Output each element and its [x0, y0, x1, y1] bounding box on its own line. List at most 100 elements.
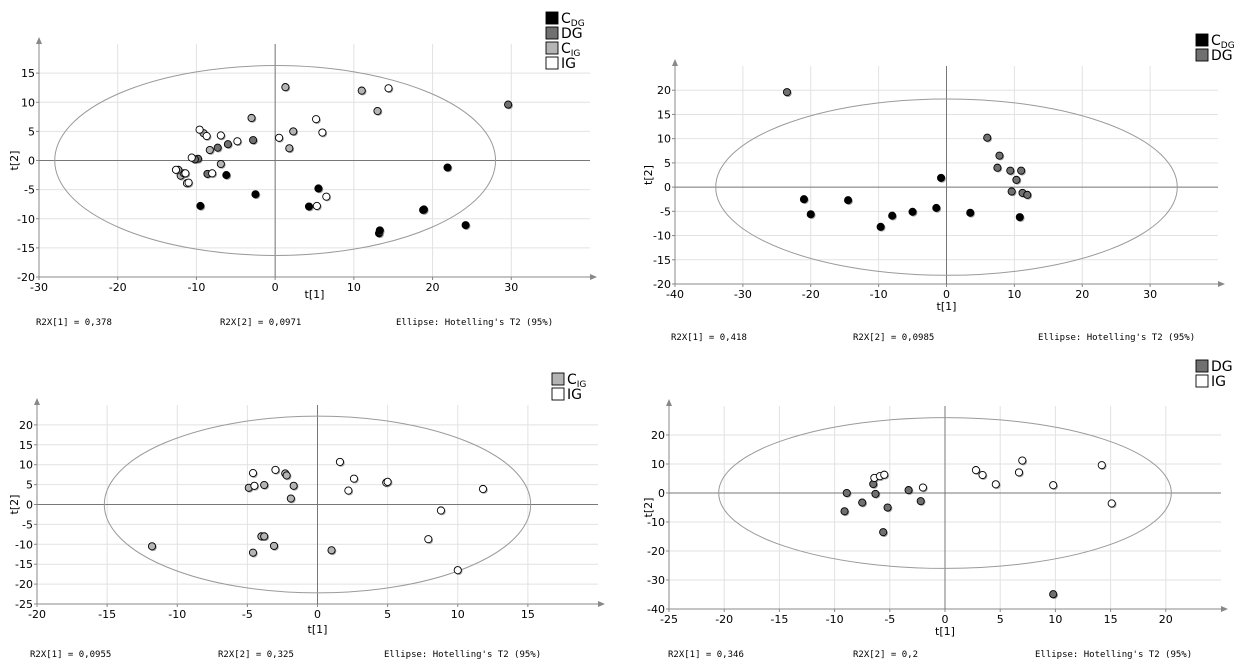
y-tick-label: 10 [21, 96, 35, 109]
data-point-dg [1023, 190, 1032, 199]
data-point-ig [312, 201, 321, 210]
y-tick-label: -30 [647, 574, 665, 587]
y-tick-label: 15 [19, 439, 33, 452]
legend-swatch [551, 372, 565, 386]
data-point-ig [202, 131, 211, 141]
hotelling-ellipse [103, 415, 532, 594]
data-point-c-ig [260, 532, 269, 541]
x-tick-label: -25 [660, 613, 678, 626]
legend-swatch [551, 387, 565, 401]
data-point-dg [904, 486, 913, 495]
axes: -40 -30 -20 -10 0 10 20 30 -20 -15 -10 -5 0 5 10 15 20 [653, 59, 1225, 301]
data-point-dg [1017, 166, 1026, 175]
data-point-ig [248, 469, 258, 478]
r2x2-label: R2X[2] = 0,0971 [220, 318, 301, 328]
data-point-c-ig [260, 480, 269, 490]
data-point-dg [1049, 590, 1058, 599]
y-tick-label: -10 [15, 538, 33, 551]
y-axis-label: t[2] [642, 165, 655, 185]
data-point-dg [213, 143, 222, 152]
ellipse-label: Ellipse: Hotelling's T2 (95%) [384, 650, 541, 660]
y-tick-label: 5 [28, 125, 35, 138]
y-tick-label: -40 [647, 603, 665, 616]
y-tick-label: -15 [653, 254, 671, 267]
legend-swatch [1195, 33, 1209, 47]
data-point-ig [918, 483, 927, 492]
data-point-ig [1014, 468, 1024, 477]
data-point-c-ig [357, 86, 366, 95]
data-point-ig [181, 169, 190, 178]
data-point-ig [478, 484, 488, 494]
data-point-dg [871, 489, 880, 498]
data-point-c-dg [876, 222, 885, 231]
data-point-c-dg [806, 210, 815, 219]
data-point-ig [271, 465, 280, 474]
x-tick-label: 20 [426, 281, 440, 294]
x-axis-arrow [590, 274, 597, 280]
data-point-c-ig [269, 541, 279, 550]
x-tick-label: -20 [28, 608, 46, 621]
y-tick-label: 15 [657, 108, 671, 121]
data-point-c-dg [844, 196, 853, 205]
y-tick-label: -20 [647, 545, 665, 558]
scatter-plot-1: -30 -20 -10 0 10 20 30-20-15-10-5051015t[1]t[2… [8, 11, 597, 328]
data-point-c-dg [196, 201, 205, 210]
legend-label: CDG [561, 11, 585, 29]
data-point-dg [223, 140, 232, 149]
legend-swatch [1195, 359, 1209, 373]
x-tick-label: 20 [1075, 288, 1089, 301]
y-tick-label: -5 [22, 518, 33, 531]
data-point-ig [335, 457, 344, 466]
y-tick-label: -5 [660, 205, 671, 218]
x-tick-label: -15 [770, 613, 788, 626]
data-point-c-dg [799, 195, 809, 204]
x-tick-label: 0 [272, 281, 279, 294]
ellipse-label: Ellipse: Hotelling's T2 (95%) [1038, 333, 1195, 343]
data-point-dg [983, 133, 992, 142]
y-axis-label: t[2] [8, 495, 21, 515]
y-tick-label: 15 [21, 67, 35, 80]
data-point-ig [1018, 456, 1027, 465]
scatter-plot-3: -20 -15 -10 -5 0 5 10 15-25-20-15-10-505101520t… [8, 372, 605, 660]
y-tick-label: -10 [17, 213, 35, 226]
data-point-dg [840, 507, 849, 516]
y-tick-label: 10 [651, 458, 665, 471]
y-tick-label: 0 [664, 181, 671, 194]
y-tick-label: 0 [26, 499, 33, 512]
legend-swatch [1195, 48, 1209, 62]
data-point-ig [171, 165, 181, 174]
y-tick-label: 5 [26, 479, 33, 492]
legend-label: DG [1211, 48, 1233, 64]
hotelling-ellipse [54, 65, 497, 256]
data-point-ig [250, 481, 259, 490]
x-tick-label: -10 [870, 288, 888, 301]
data-point-c-dg [966, 208, 975, 217]
data-point-dg [1006, 166, 1015, 175]
data-point-ig [991, 480, 1000, 489]
x-axis-arrow [1218, 281, 1225, 287]
x-tick-label: 5 [997, 613, 1004, 626]
y-tick-label: -15 [17, 242, 35, 255]
data-point-ig [383, 477, 392, 486]
legend-label: CDG [1211, 33, 1235, 51]
data-point-c-ig [285, 144, 294, 153]
x-tick-label: 20 [1159, 613, 1173, 626]
y-tick-label: 0 [658, 487, 665, 500]
data-points [147, 457, 488, 575]
x-tick-label: 10 [1007, 288, 1021, 301]
data-point-c-ig [289, 481, 298, 490]
data-point-dg [993, 163, 1002, 172]
y-tick-label: -10 [647, 516, 665, 529]
y-axis-arrow [666, 399, 672, 406]
x-axis-label: t[1] [935, 625, 955, 638]
scatter-plot-2: -40 -30 -20 -10 0 10 20 30 -20 -15 -10 -5 0 5 10 15 20 t[… [642, 33, 1235, 343]
data-point-ig [1097, 461, 1106, 470]
data-point-c-dg [304, 202, 314, 211]
data-point-c-dg [908, 207, 917, 216]
y-tick-label: -25 [15, 598, 33, 611]
legend-swatch [545, 11, 559, 25]
data-point-c-ig [247, 113, 256, 123]
data-point-c-dg [932, 203, 941, 212]
